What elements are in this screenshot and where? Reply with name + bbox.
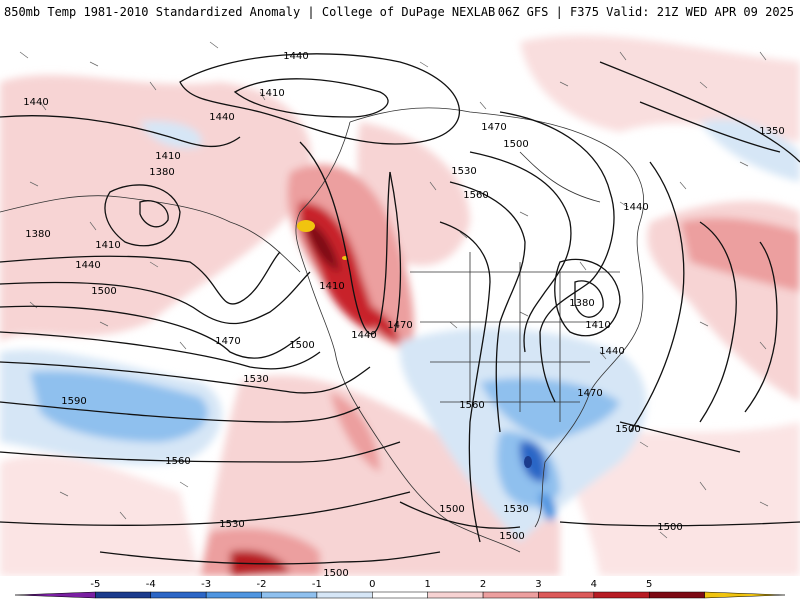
contour-label: 1530 <box>503 504 528 515</box>
contour-label: 1530 <box>219 519 244 530</box>
color-scale-tick-label: 3 <box>535 579 541 590</box>
contour-label: 1530 <box>451 166 476 177</box>
color-scale-band <box>482 591 539 599</box>
color-scale-tick-label: 1 <box>425 579 431 590</box>
contour-label: 1560 <box>165 456 190 467</box>
color-scale-band <box>205 591 262 599</box>
contour-label: 1530 <box>243 374 268 385</box>
map-header: 850mb Temp 1981-2010 Standardized Anomal… <box>0 0 800 22</box>
contour-label: 1380 <box>149 167 174 178</box>
contour-label: 1410 <box>319 281 344 292</box>
color-scale-band <box>95 591 152 599</box>
map-title: 850mb Temp 1981-2010 Standardized Anomal… <box>4 5 496 19</box>
contour-label: 1440 <box>209 112 234 123</box>
contour-label: 1500 <box>503 139 528 150</box>
color-scale-bar: -5 -4 -3 -2 -1 0 1 2 3 4 5 <box>0 576 800 600</box>
color-scale-band <box>593 591 650 599</box>
color-scale-band <box>648 591 705 599</box>
color-scale-band <box>372 591 428 599</box>
color-scale-tick-label: 4 <box>591 579 597 590</box>
color-scale-band <box>316 591 373 599</box>
contour-label: 1410 <box>155 151 180 162</box>
max-anomaly-core <box>297 220 315 232</box>
wind-barbs <box>19 41 769 539</box>
contour-label: 1590 <box>61 396 86 407</box>
contour-label: 1470 <box>387 320 412 331</box>
color-scale-tick-label: -2 <box>257 579 267 590</box>
contour-label: 1470 <box>481 122 506 133</box>
contour-label: 1500 <box>439 504 464 515</box>
color-scale-tick-label: -3 <box>201 579 211 590</box>
contour-label: 1560 <box>463 190 488 201</box>
contour-labels: 1440 1410 1440 1440 1410 1380 1380 1410 … <box>23 51 784 576</box>
anomaly-shading <box>0 35 800 576</box>
contour-label: 1500 <box>289 340 314 351</box>
contour-label: 1350 <box>759 126 784 137</box>
contour-label: 1440 <box>283 51 308 62</box>
color-scale-band <box>150 591 207 599</box>
contour-label: 1500 <box>499 531 524 542</box>
contour-label: 1470 <box>577 388 602 399</box>
contour-label: 1470 <box>215 336 240 347</box>
contour-label: 1500 <box>657 522 682 533</box>
color-scale-tick-label: 0 <box>369 579 375 590</box>
color-scale-tick-label: -5 <box>90 579 100 590</box>
color-scale-band <box>427 591 484 599</box>
color-scale-tick-label: -1 <box>312 579 322 590</box>
contour-label: 1410 <box>259 88 284 99</box>
anomaly-map: 1440 1410 1440 1440 1410 1380 1380 1410 … <box>0 22 800 576</box>
color-scale-band <box>704 591 786 599</box>
color-scale-tick-label: -4 <box>146 579 156 590</box>
contour-label: 1440 <box>351 330 376 341</box>
color-scale-band <box>538 591 595 599</box>
contour-label: 1440 <box>23 97 48 108</box>
model-run-info: 06Z GFS | F375 Valid: 21Z WED APR 09 202… <box>497 5 794 19</box>
color-scale-band <box>261 591 318 599</box>
color-scale-tick-label: 5 <box>646 579 652 590</box>
contour-label: 1500 <box>323 568 348 576</box>
contour-label: 1380 <box>569 298 594 309</box>
contour-label: 1500 <box>91 286 116 297</box>
height-contours <box>0 53 800 565</box>
contour-label: 1560 <box>459 400 484 411</box>
color-scale-tick-label: 2 <box>480 579 486 590</box>
contour-label: 1410 <box>585 320 610 331</box>
contour-label: 1410 <box>95 240 120 251</box>
contour-label: 1380 <box>25 229 50 240</box>
contour-label: 1440 <box>75 260 100 271</box>
contour-label: 1500 <box>615 424 640 435</box>
contour-label: 1440 <box>623 202 648 213</box>
contour-label: 1440 <box>599 346 624 357</box>
